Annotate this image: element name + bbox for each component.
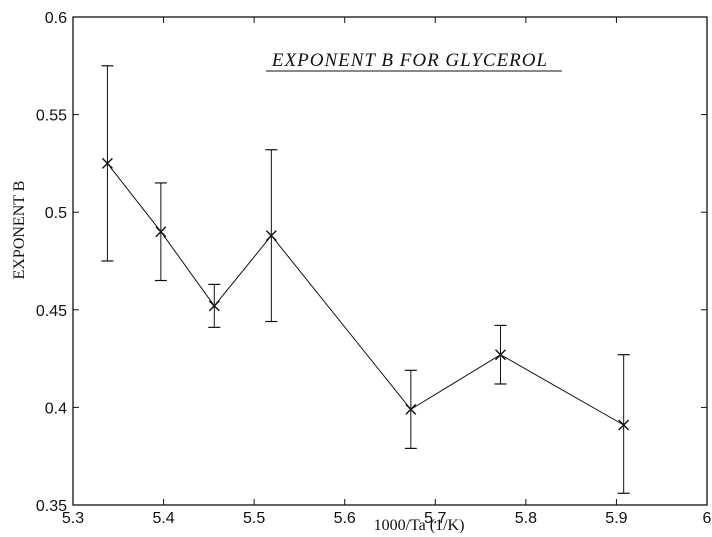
data-point-marker <box>405 403 417 415</box>
y-tick-label: 0.5 <box>45 205 67 222</box>
plot-area-border <box>72 16 708 506</box>
x-axis-title: 1000/Ta (1/K) <box>374 517 465 534</box>
y-tick-label: 0.6 <box>45 10 67 27</box>
chart-title: EXPONENT B FOR GLYCEROL <box>271 50 548 71</box>
tick-labels: 5.3 5.4 5.5 5.6 5.7 5.8 5.9 6 0.35 0.4 0.45 0.5 0.55… <box>36 10 712 527</box>
series-line-group <box>107 163 624 426</box>
x-tick-label: 5.8 <box>515 510 537 527</box>
x-tick-label: 5.3 <box>62 510 84 527</box>
data-point-marker <box>101 157 113 169</box>
y-axis-title: EXPONENT B <box>11 181 28 280</box>
data-point-marker <box>618 419 630 431</box>
x-tick-label: 5.9 <box>605 510 627 527</box>
x-tick-label: 5.5 <box>243 510 265 527</box>
axis-ticks <box>73 17 707 505</box>
x-tick-label: 6 <box>703 510 712 527</box>
y-tick-label: 0.45 <box>36 303 67 320</box>
y-tick-label: 0.55 <box>36 108 67 125</box>
data-point-marker <box>495 349 506 361</box>
data-point-marker <box>265 230 277 242</box>
plot-frame <box>72 16 708 506</box>
series-line <box>107 163 624 426</box>
data-point-marker <box>208 300 220 312</box>
error-bars <box>101 65 630 494</box>
data-markers <box>101 157 630 431</box>
x-tick-label: 5.6 <box>334 510 356 527</box>
x-tick-label: 5.4 <box>152 510 174 527</box>
x-tick-label: 5.7 <box>424 510 446 527</box>
y-tick-label: 0.4 <box>45 400 67 417</box>
y-tick-label: 0.35 <box>36 498 67 515</box>
data-point-marker <box>155 226 167 238</box>
